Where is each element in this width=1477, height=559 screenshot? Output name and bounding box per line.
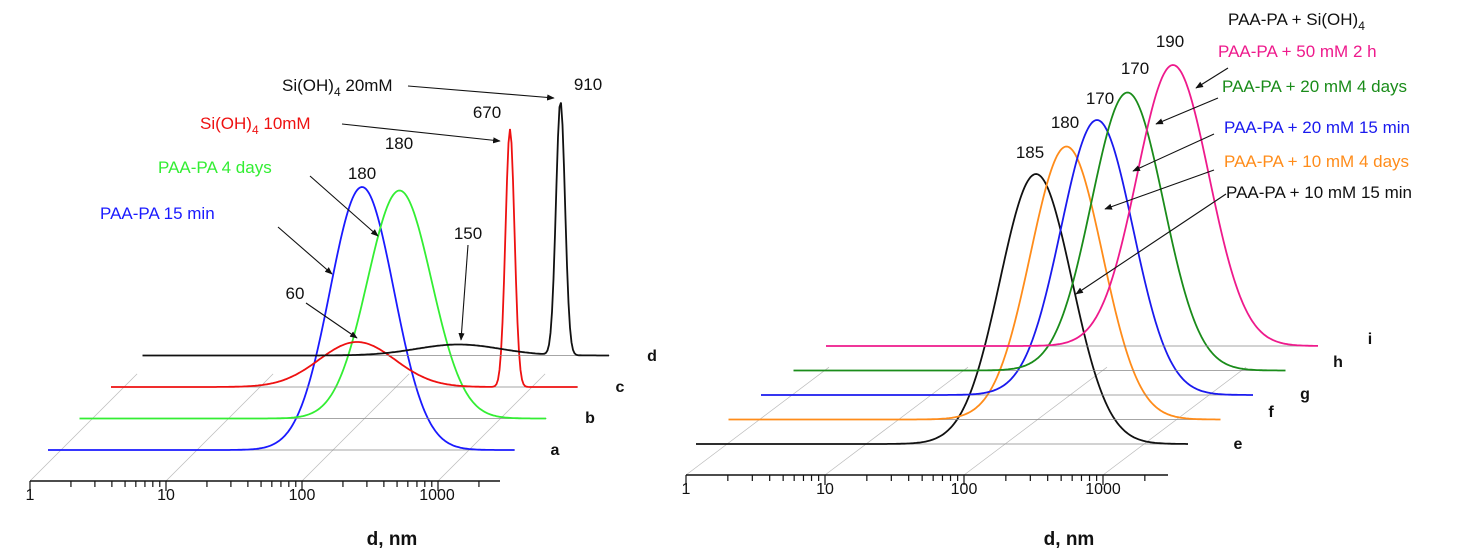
series-curve-i xyxy=(826,64,1318,347)
left-x-axis xyxy=(29,480,500,491)
left-x-axis-title: d, nm xyxy=(367,529,418,550)
annotation-e: PAA-PA + 10 mM 15 min xyxy=(1226,183,1412,202)
series-curve-f xyxy=(728,145,1221,421)
arrow-f xyxy=(1104,169,1215,210)
right-series-letters: e f g h i xyxy=(1234,331,1373,453)
peak-label-b: 180 xyxy=(385,134,413,153)
depth-guide xyxy=(824,366,969,476)
peak-label-i: 190 xyxy=(1156,32,1184,51)
right-peak-labels: 185 180 170 170 190 xyxy=(1016,32,1184,162)
right-waterfall-chart: 1 10 100 1000 d, nm e f g h i 185 180 17… xyxy=(682,10,1412,550)
arrow-g xyxy=(1132,133,1215,172)
arrow-c xyxy=(341,123,501,144)
annotation-h: PAA-PA + 20 mM 4 days xyxy=(1222,77,1407,96)
arrow-h xyxy=(1155,97,1219,125)
arrow-c1 xyxy=(305,302,358,339)
depth-guide xyxy=(963,366,1108,476)
series-curve-b xyxy=(79,189,546,420)
series-curve-e xyxy=(696,173,1188,445)
right-x-axis xyxy=(685,474,1168,485)
series-letter-c: c xyxy=(616,379,625,396)
depth-guide xyxy=(1102,366,1247,476)
right-x-tick-label: 1000 xyxy=(1085,481,1121,498)
annotation-b: PAA-PA 4 days xyxy=(158,158,272,177)
left-waterfall-chart: 1 10 100 1000 d, nm a b c d 180 180 60 1… xyxy=(26,75,657,550)
left-x-tick-label: 100 xyxy=(289,487,316,504)
left-depth-grid xyxy=(29,373,546,482)
peak-label-d1: 150 xyxy=(454,224,482,243)
series-letter-d: d xyxy=(647,348,657,365)
depth-guide xyxy=(437,373,546,482)
depth-guide xyxy=(301,373,410,482)
right-x-tick-label: 100 xyxy=(951,481,978,498)
series-letter-g: g xyxy=(1300,386,1310,403)
peak-label-h: 170 xyxy=(1121,59,1149,78)
left-x-tick-label: 10 xyxy=(157,487,175,504)
right-x-axis-title: d, nm xyxy=(1044,529,1095,550)
right-header-label: PAA-PA + Si(OH)4 xyxy=(1228,10,1365,33)
depth-guide xyxy=(165,373,274,482)
annotation-i: PAA-PA + 50 mM 2 h xyxy=(1218,42,1377,61)
series-letter-i: i xyxy=(1368,331,1372,348)
series-letter-b: b xyxy=(585,410,595,427)
series-letter-e: e xyxy=(1234,436,1243,453)
left-annotations: PAA-PA 15 min PAA-PA 4 days Si(OH)4 10mM… xyxy=(100,76,393,223)
left-series-curves xyxy=(48,102,610,451)
peak-label-a: 180 xyxy=(348,164,376,183)
peak-label-c1: 60 xyxy=(286,284,305,303)
annotation-d: Si(OH)4 20mM xyxy=(282,76,393,99)
arrow-d1 xyxy=(458,244,469,341)
arrow-a xyxy=(277,226,333,275)
right-x-tick-labels: 1 10 100 1000 xyxy=(682,481,1121,498)
series-curve-g xyxy=(761,119,1253,396)
arrow-e xyxy=(1075,193,1227,295)
series-curve-h xyxy=(793,91,1286,372)
left-peak-labels: 180 180 60 150 670 910 xyxy=(286,75,603,303)
arrow-b xyxy=(309,175,379,237)
left-x-tick-label: 1000 xyxy=(419,487,455,504)
peak-label-d2: 910 xyxy=(574,75,602,94)
annotation-g: PAA-PA + 20 mM 15 min xyxy=(1224,118,1410,137)
right-annotation-arrows xyxy=(1075,67,1229,295)
arrow-i xyxy=(1195,67,1229,89)
peak-label-e: 185 xyxy=(1016,143,1044,162)
series-curve-c xyxy=(111,128,578,388)
arrow-d xyxy=(407,85,555,101)
peak-label-g: 170 xyxy=(1086,89,1114,108)
series-curve-d xyxy=(142,102,609,357)
left-x-tick-label: 1 xyxy=(26,487,35,504)
left-x-tick-labels: 1 10 100 1000 xyxy=(26,487,455,504)
peak-label-c2: 670 xyxy=(473,103,501,122)
annotation-a: PAA-PA 15 min xyxy=(100,204,215,223)
left-annotation-arrows xyxy=(277,85,555,341)
series-letter-h: h xyxy=(1333,354,1343,371)
depth-guide xyxy=(29,373,138,482)
annotation-c: Si(OH)4 10mM xyxy=(200,114,311,137)
series-letter-a: a xyxy=(551,442,560,459)
series-letter-f: f xyxy=(1268,404,1274,421)
right-annotations: PAA-PA + 50 mM 2 h PAA-PA + 20 mM 4 days… xyxy=(1218,42,1412,202)
annotation-f: PAA-PA + 10 mM 4 days xyxy=(1224,152,1409,171)
right-series-curves xyxy=(696,64,1318,445)
right-x-tick-label: 1 xyxy=(682,481,691,498)
series-curve-a xyxy=(48,186,515,451)
depth-guide xyxy=(685,366,830,476)
right-depth-grid xyxy=(685,366,1247,476)
left-series-letters: a b c d xyxy=(551,348,657,459)
peak-label-f: 180 xyxy=(1051,113,1079,132)
right-x-tick-label: 10 xyxy=(816,481,834,498)
